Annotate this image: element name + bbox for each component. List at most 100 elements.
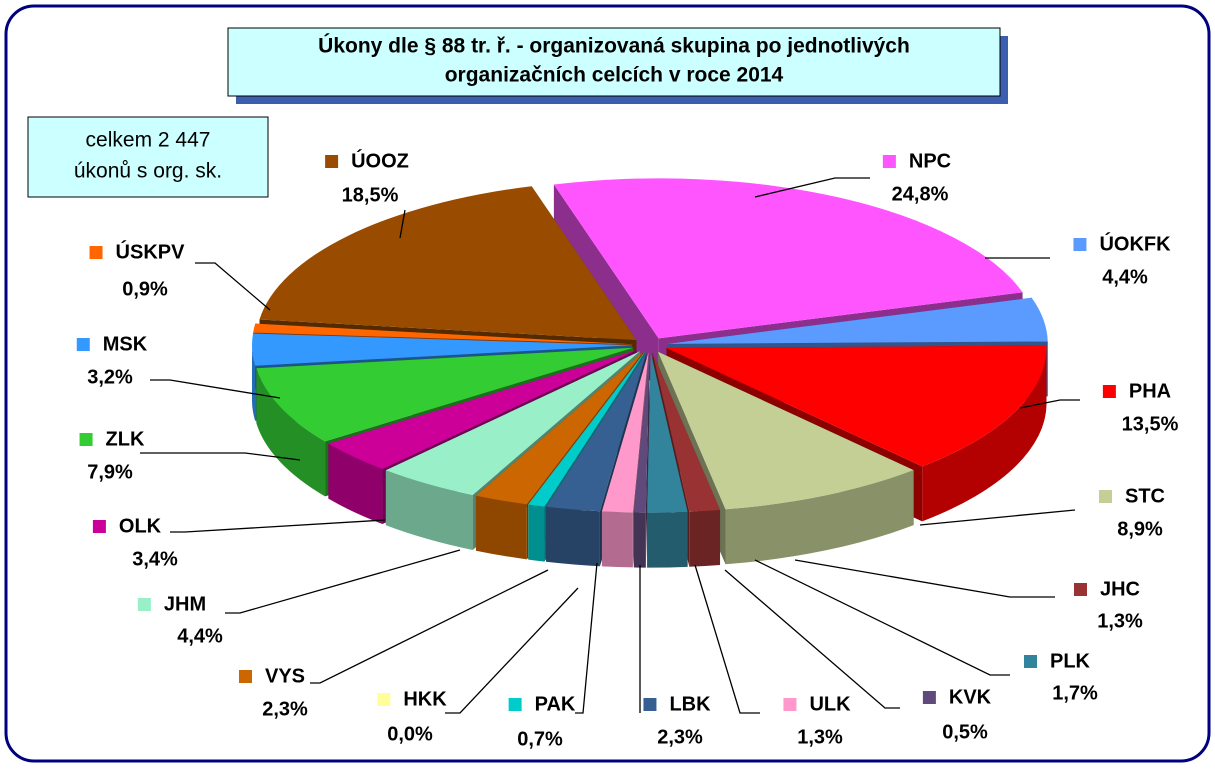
legend-marker	[643, 698, 657, 711]
legend-label: LBK	[669, 693, 711, 715]
slice-side	[546, 506, 600, 567]
legend-label: VYS	[265, 665, 305, 687]
legend-marker	[922, 691, 936, 704]
leader-line	[919, 509, 1076, 526]
legend-label: NPC	[909, 150, 951, 172]
slice	[256, 347, 634, 442]
leader-line	[170, 519, 386, 533]
data-label: 2,3%	[262, 698, 308, 720]
legend-label: ÚOOZ	[351, 148, 409, 172]
data-label: 0,5%	[942, 721, 988, 743]
slice	[528, 352, 645, 507]
slice-side	[647, 511, 688, 568]
slice-side	[725, 470, 914, 565]
legend-marker	[1099, 490, 1112, 503]
slice	[546, 352, 647, 512]
slice	[385, 351, 640, 495]
data-label: 7,9%	[87, 461, 133, 483]
annotation: úkonů s org. sk.	[74, 160, 222, 183]
slice	[259, 186, 637, 341]
slice	[667, 297, 1048, 344]
leader-line	[724, 569, 900, 709]
slice-side	[252, 345, 256, 421]
legend-label: PAK	[535, 693, 576, 715]
legend-marker	[508, 698, 522, 711]
slice-side	[256, 368, 326, 497]
legend-marker	[238, 670, 252, 683]
slice-side	[633, 512, 646, 568]
labels: NPC 24,8% ÚOKFK 4,4% PHA 13,5% STC 8,9% JHC 1,3% P…	[76, 148, 1179, 750]
slice-side	[922, 348, 1047, 522]
slice	[633, 352, 650, 513]
slice	[666, 345, 1047, 467]
annotation: celkem 2 447	[86, 129, 211, 152]
legend-label: MSK	[103, 333, 148, 355]
slice	[652, 352, 721, 512]
slice	[328, 350, 637, 470]
title-box	[227, 27, 1001, 97]
legend-marker	[325, 155, 339, 168]
slice-side	[601, 511, 633, 568]
legend-label: PHA	[1129, 380, 1171, 402]
leader-line	[754, 177, 870, 198]
data-label: 3,4%	[132, 548, 178, 570]
legend-label: JHM	[164, 593, 206, 615]
slice-side	[689, 509, 721, 567]
legend-label: OLK	[119, 515, 162, 537]
data-label: 2,3%	[657, 726, 703, 748]
data-label: 0,7%	[517, 728, 563, 750]
slice-side	[475, 495, 527, 560]
leader-line	[694, 564, 760, 714]
data-label: 1,7%	[1052, 682, 1098, 704]
leader-line	[195, 262, 271, 311]
leader-line	[754, 559, 1010, 676]
legend-marker	[76, 338, 90, 351]
leader-line	[445, 587, 579, 714]
data-label: 24,8%	[892, 183, 949, 205]
legend-marker	[1102, 385, 1116, 398]
legend-marker	[1073, 583, 1087, 596]
slice-side	[385, 470, 473, 550]
annotation-box	[27, 116, 269, 198]
slice	[601, 352, 649, 513]
data-label: 18,5%	[342, 184, 399, 206]
legend-label: ZLK	[106, 428, 145, 450]
slice-side	[528, 504, 545, 562]
legend-label: ÚOKFK	[1099, 231, 1171, 255]
slice	[553, 178, 1023, 339]
leader-line	[150, 379, 281, 399]
data-label: 13,5%	[1122, 413, 1179, 435]
slice	[657, 351, 914, 510]
data-label: 4,4%	[1102, 266, 1148, 288]
legend-label: HKK	[403, 688, 447, 710]
slice-side	[328, 443, 383, 525]
leader-line	[575, 562, 598, 714]
legend-label: ULK	[809, 693, 851, 715]
leader-line	[1019, 399, 1080, 409]
legend-label: STC	[1125, 485, 1165, 507]
legend-marker	[783, 698, 797, 711]
data-label: 8,9%	[1117, 518, 1163, 540]
slice	[253, 323, 633, 345]
legend-marker	[137, 598, 151, 611]
legend-label: ÚSKPV	[116, 239, 186, 263]
data-label: 0,9%	[122, 278, 168, 300]
pie	[252, 178, 1048, 568]
leader-line	[310, 569, 549, 684]
legend-marker	[1073, 238, 1087, 251]
chart-title: Úkony dle § 88 tr. ř. - organizovaná sku…	[318, 34, 910, 58]
leader-line	[399, 209, 406, 239]
legend-marker	[377, 693, 391, 706]
leader-line	[140, 452, 301, 461]
legend-label: PLK	[1050, 650, 1091, 672]
legend-marker	[92, 520, 106, 533]
data-label: 1,3%	[797, 726, 843, 748]
chart-title: organizačních celcích v roce 2014	[445, 64, 784, 87]
data-label: 3,2%	[87, 366, 133, 388]
slice	[475, 352, 644, 505]
data-label: 1,3%	[1097, 610, 1143, 632]
slice	[647, 352, 688, 513]
legend-label: JHC	[1100, 578, 1140, 600]
legend-marker	[79, 433, 93, 446]
